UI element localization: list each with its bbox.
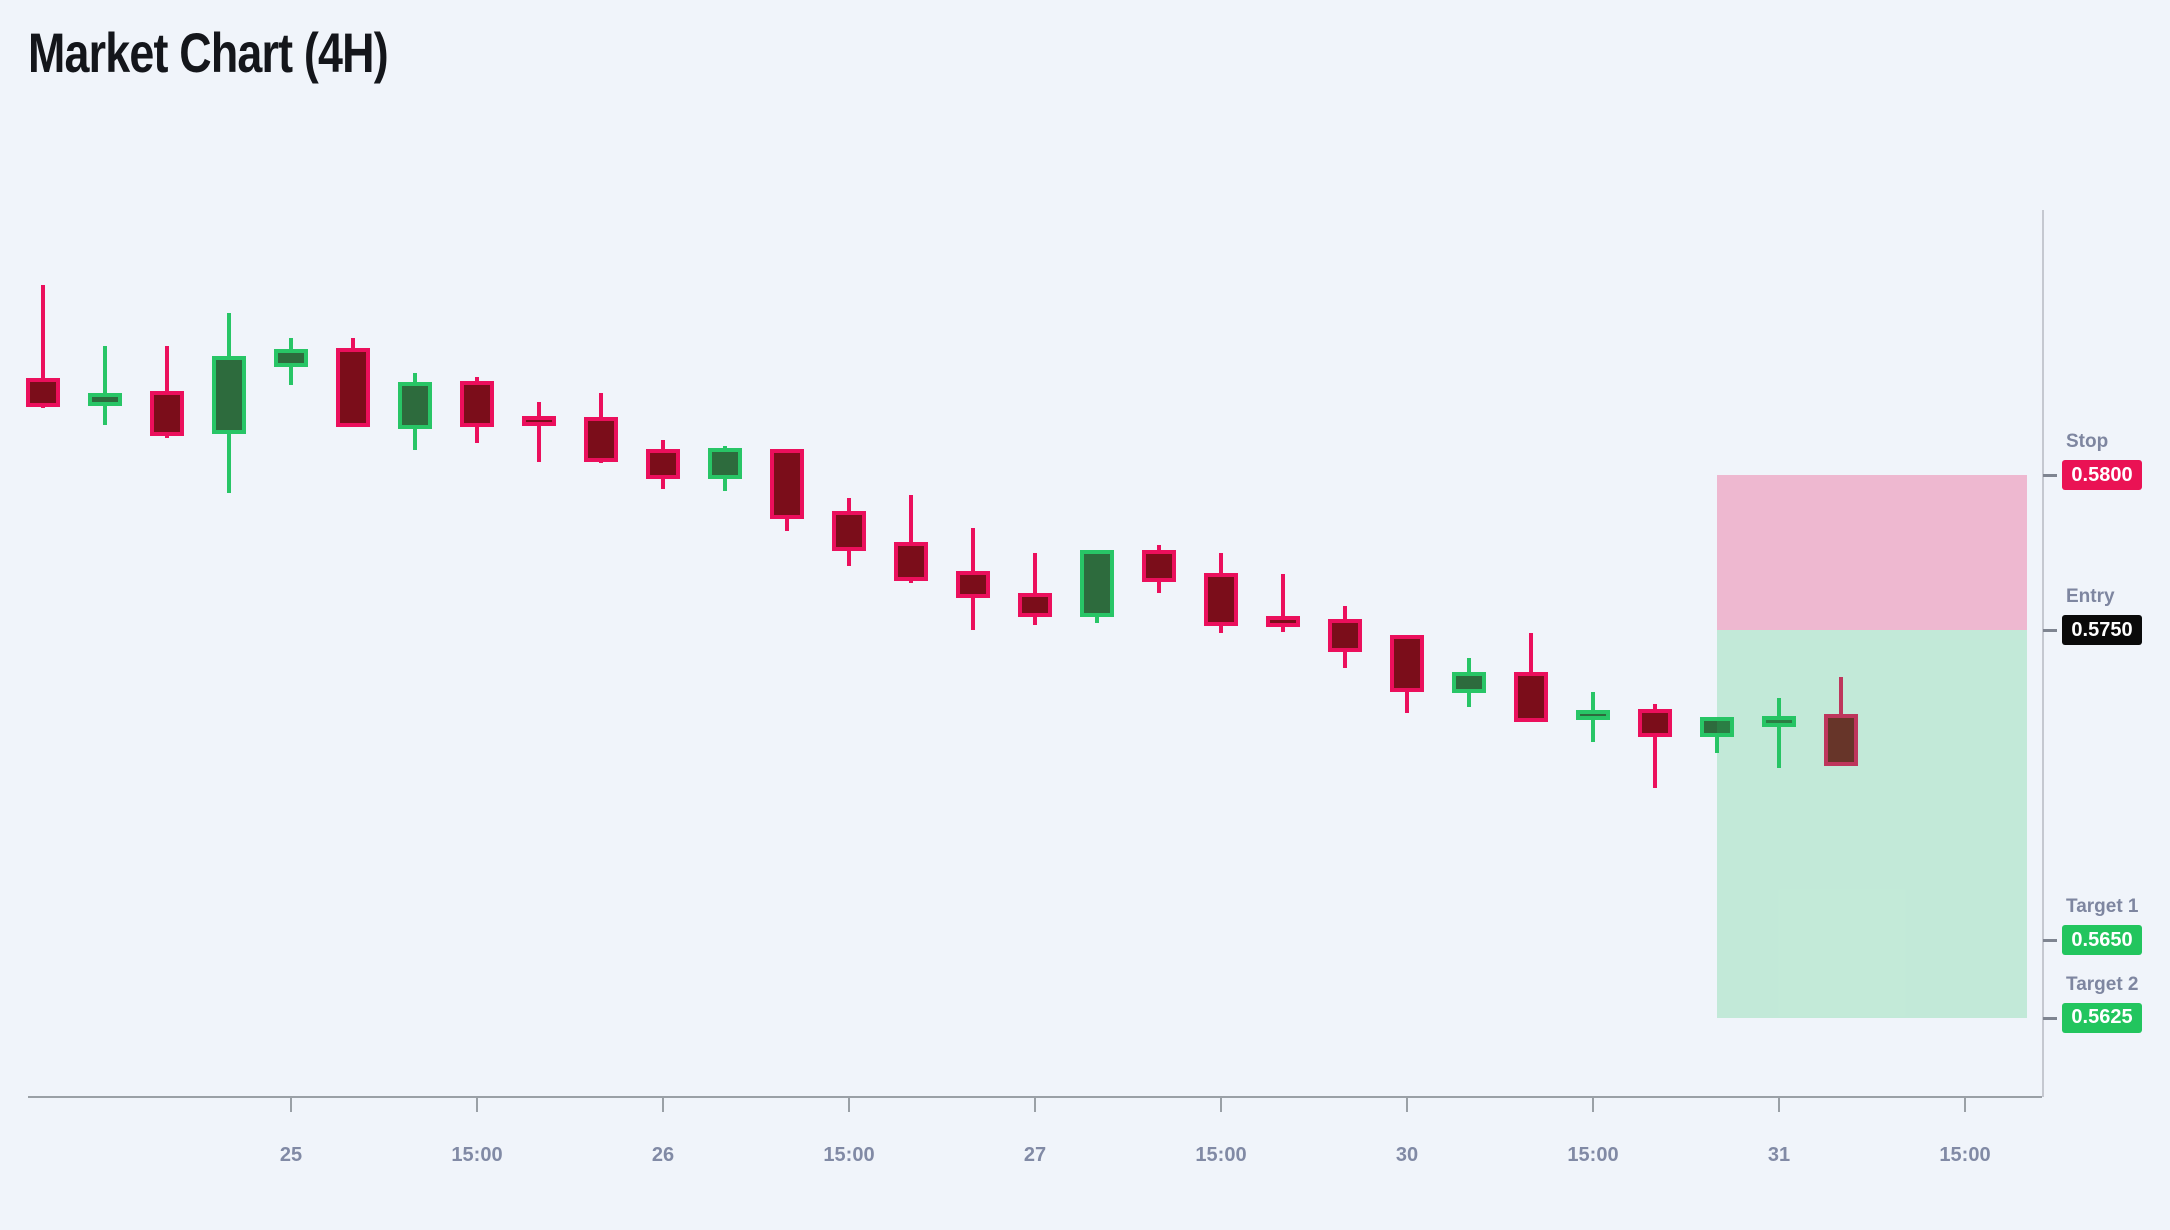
time-axis-tick xyxy=(662,1097,664,1112)
candle[interactable] xyxy=(1452,671,1486,693)
candle[interactable] xyxy=(88,392,122,407)
time-axis-label: 25 xyxy=(279,1144,303,1166)
candle-wick xyxy=(103,346,107,426)
candle[interactable] xyxy=(1576,710,1610,720)
price-level-tick xyxy=(2043,939,2057,942)
candle[interactable] xyxy=(1700,717,1734,737)
time-axis-tick xyxy=(1592,1097,1594,1112)
time-axis-label: 15:00 xyxy=(1195,1144,1247,1166)
time-axis-tick xyxy=(1034,1097,1036,1112)
candle-wick xyxy=(41,284,45,409)
candle-wick xyxy=(1033,553,1037,626)
candle[interactable] xyxy=(832,510,866,551)
candle[interactable] xyxy=(1638,709,1672,737)
time-axis-tick xyxy=(1406,1097,1408,1112)
candle[interactable] xyxy=(1142,550,1176,582)
candle[interactable] xyxy=(212,355,246,435)
candle[interactable] xyxy=(398,382,432,430)
time-axis-label: 31 xyxy=(1767,1144,1791,1166)
candle[interactable] xyxy=(1018,593,1052,617)
time-axis-tick xyxy=(476,1097,478,1112)
candle[interactable] xyxy=(150,391,184,436)
page-title: Market Chart (4H) xyxy=(28,21,389,84)
price-level-tick xyxy=(2043,629,2057,632)
stop-badge: 0.5800 xyxy=(2062,460,2142,490)
time-axis-label: 15:00 xyxy=(823,1144,875,1166)
target-1-label: Target 1 xyxy=(2066,896,2139,917)
target-1-badge: 0.5650 xyxy=(2062,925,2142,955)
candle[interactable] xyxy=(522,416,556,427)
target-2-label: Target 2 xyxy=(2066,973,2139,995)
price-level-tick xyxy=(2043,1016,2057,1020)
entry-label: Entry xyxy=(2066,586,2115,607)
candle[interactable] xyxy=(708,448,742,479)
price-level-tick xyxy=(2043,474,2057,477)
candle[interactable] xyxy=(584,417,618,462)
time-axis-tick xyxy=(290,1097,292,1112)
candle[interactable] xyxy=(336,347,370,427)
candle[interactable] xyxy=(770,448,804,519)
risk-zone xyxy=(1717,475,2027,630)
candle[interactable] xyxy=(26,378,60,408)
candle[interactable] xyxy=(894,541,928,581)
candle-wick xyxy=(909,495,913,583)
target-2-badge: 0.5625 xyxy=(2062,1002,2142,1033)
candle[interactable] xyxy=(274,348,308,368)
candle[interactable] xyxy=(646,448,680,479)
candle[interactable] xyxy=(460,381,494,427)
candle[interactable] xyxy=(1824,714,1858,767)
candle-wick xyxy=(1653,704,1657,789)
candle-wick xyxy=(537,402,541,462)
time-axis-tick xyxy=(1778,1097,1780,1112)
price-axis-line xyxy=(2042,210,2044,1097)
stop-label: Stop xyxy=(2066,431,2109,452)
candle-wick xyxy=(1281,573,1285,632)
time-axis-label: 30 xyxy=(1395,1144,1419,1166)
time-axis-tick xyxy=(1964,1097,1966,1112)
time-axis-tick xyxy=(1220,1097,1222,1112)
candle[interactable] xyxy=(1328,618,1362,652)
candle-wick xyxy=(1715,721,1719,754)
time-axis-label: 26 xyxy=(651,1144,675,1166)
time-axis-label: 15:00 xyxy=(1939,1144,1991,1166)
time-axis-label: 15:00 xyxy=(451,1144,503,1166)
candle[interactable] xyxy=(1514,671,1548,723)
candle[interactable] xyxy=(1390,634,1424,692)
time-axis-label: 27 xyxy=(1023,1144,1047,1166)
entry-badge: 0.5750 xyxy=(2062,615,2142,645)
time-axis-label: 15:00 xyxy=(1567,1144,1619,1166)
candle[interactable] xyxy=(956,571,990,599)
candle-wick xyxy=(1777,697,1781,768)
time-axis-tick xyxy=(848,1097,850,1112)
candle[interactable] xyxy=(1762,715,1796,727)
candle[interactable] xyxy=(1080,550,1114,617)
profit-zone xyxy=(1717,630,2027,1018)
candle[interactable] xyxy=(1266,616,1300,627)
candle[interactable] xyxy=(1204,572,1238,626)
